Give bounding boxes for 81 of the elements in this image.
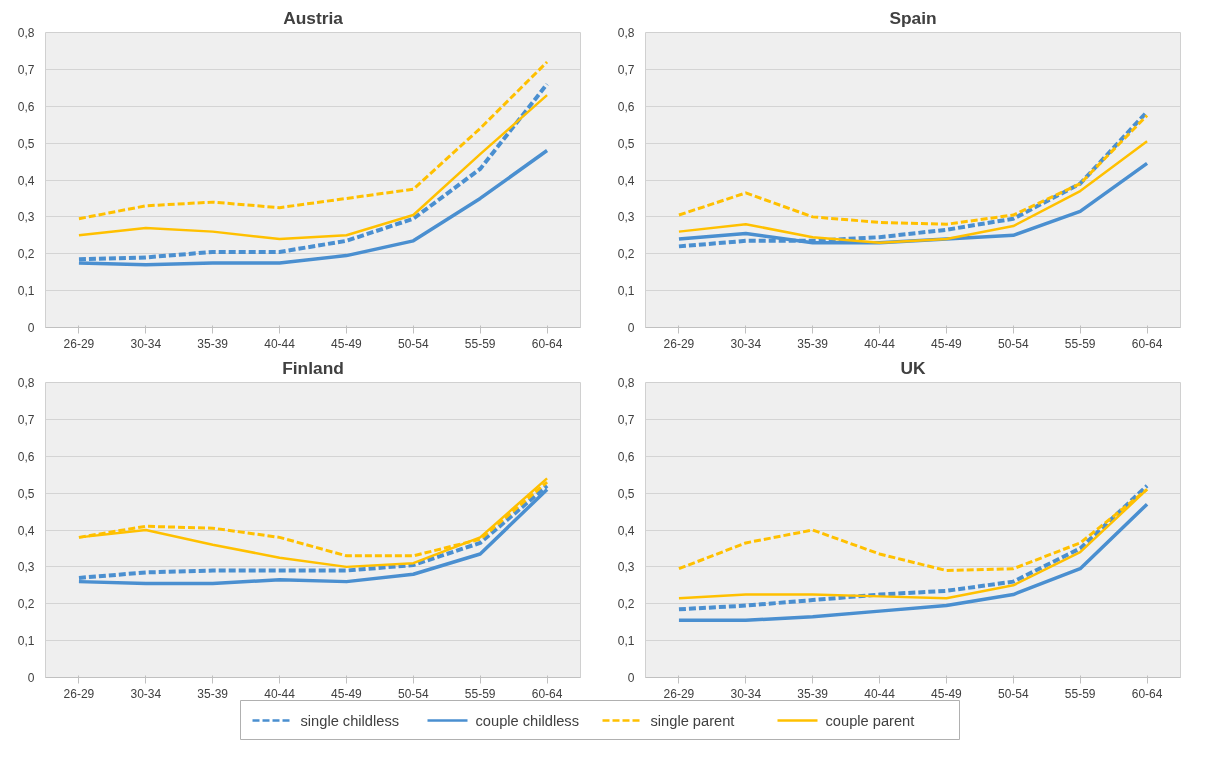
y-tick-label: 0,8 (617, 376, 635, 390)
x-tick-label: 60-64 (531, 336, 563, 351)
chart-title: Austria (283, 7, 344, 28)
y-tick-label: 0,3 (617, 560, 635, 575)
legend-label: single parent (650, 712, 735, 729)
legend-label: single childless (300, 712, 400, 729)
x-tick-label: 40-44 (864, 686, 896, 701)
y-tick-label: 0 (27, 671, 35, 685)
y-tick-label: 0,4 (17, 523, 35, 538)
line-series (677, 113, 1149, 226)
y-tick-label: 0,1 (17, 284, 35, 299)
x-tick-label: 26-29 (63, 686, 95, 701)
x-tick-label: 45-49 (931, 686, 963, 701)
x-tick-label: 26-29 (663, 686, 695, 701)
x-tick-label: 55-59 (464, 336, 496, 351)
x-tick-label: 40-44 (864, 336, 896, 351)
y-tick-label: 0 (627, 321, 635, 335)
y-tick-label: 0,5 (617, 136, 635, 151)
y-tick-label: 0,4 (17, 173, 35, 188)
y-tick-label: 0,4 (617, 523, 635, 538)
x-tick-label: 50-54 (397, 336, 429, 351)
y-tick-label: 0,6 (17, 449, 35, 464)
line-series (77, 93, 549, 241)
x-tick-label: 55-59 (464, 686, 496, 701)
y-tick-label: 0,1 (617, 634, 635, 649)
line-series (677, 140, 1149, 244)
x-tick-label: 30-34 (730, 686, 762, 701)
x-tick-label: 60-64 (531, 686, 563, 701)
x-tick-label: 35-39 (197, 686, 229, 701)
x-tick-label: 55-59 (1064, 336, 1096, 351)
chart-title: Spain (889, 7, 937, 28)
x-tick-label: 30-34 (130, 336, 162, 351)
x-tick-label: 45-49 (931, 336, 963, 351)
y-tick-label: 0,6 (617, 449, 635, 464)
x-tick-label: 40-44 (264, 336, 296, 351)
x-tick-label: 50-54 (997, 336, 1029, 351)
y-tick-label: 0 (27, 321, 35, 335)
x-tick-label: 35-39 (797, 686, 829, 701)
x-tick-label: 50-54 (997, 686, 1029, 701)
y-tick-label: 0,8 (17, 26, 35, 40)
y-tick-label: 0,6 (617, 99, 635, 114)
y-tick-label: 0,2 (17, 597, 35, 612)
y-tick-label: 0,5 (17, 486, 35, 501)
x-tick-label: 50-54 (397, 686, 429, 701)
line-series (677, 502, 1149, 623)
x-tick-label: 35-39 (197, 336, 229, 351)
chart-title: UK (900, 357, 926, 378)
line-series (77, 60, 549, 221)
y-tick-label: 0,7 (617, 62, 635, 77)
x-tick-label: 55-59 (1064, 686, 1096, 701)
y-tick-label: 0,5 (17, 136, 35, 151)
y-tick-label: 0,7 (17, 412, 35, 427)
legend-label: couple parent (825, 712, 915, 729)
y-tick-label: 0 (627, 671, 635, 685)
x-tick-label: 26-29 (63, 336, 95, 351)
x-tick-label: 60-64 (1131, 686, 1163, 701)
x-tick-label: 45-49 (331, 336, 363, 351)
chart-title: Finland (282, 357, 344, 378)
x-tick-label: 35-39 (797, 336, 829, 351)
y-tick-label: 0,1 (617, 284, 635, 299)
x-tick-label: 45-49 (331, 686, 363, 701)
y-tick-label: 0,7 (17, 62, 35, 77)
y-tick-label: 0,2 (617, 597, 635, 612)
y-tick-label: 0,3 (617, 210, 635, 225)
x-tick-label: 30-34 (130, 686, 162, 701)
x-tick-label: 26-29 (663, 336, 695, 351)
y-tick-label: 0,5 (617, 486, 635, 501)
y-tick-label: 0,4 (617, 173, 635, 188)
y-tick-label: 0,6 (17, 99, 35, 114)
y-tick-label: 0,3 (17, 210, 35, 225)
legend-label: couple childless (475, 712, 579, 729)
y-tick-label: 0,7 (617, 412, 635, 427)
y-tick-label: 0,1 (17, 634, 35, 649)
y-tick-label: 0,3 (17, 560, 35, 575)
x-tick-label: 40-44 (264, 686, 296, 701)
y-tick-label: 0,8 (17, 376, 35, 390)
y-tick-label: 0,8 (617, 26, 635, 40)
x-tick-label: 60-64 (1131, 336, 1163, 351)
y-tick-label: 0,2 (17, 247, 35, 262)
y-tick-label: 0,2 (617, 247, 635, 262)
x-tick-label: 30-34 (730, 336, 762, 351)
